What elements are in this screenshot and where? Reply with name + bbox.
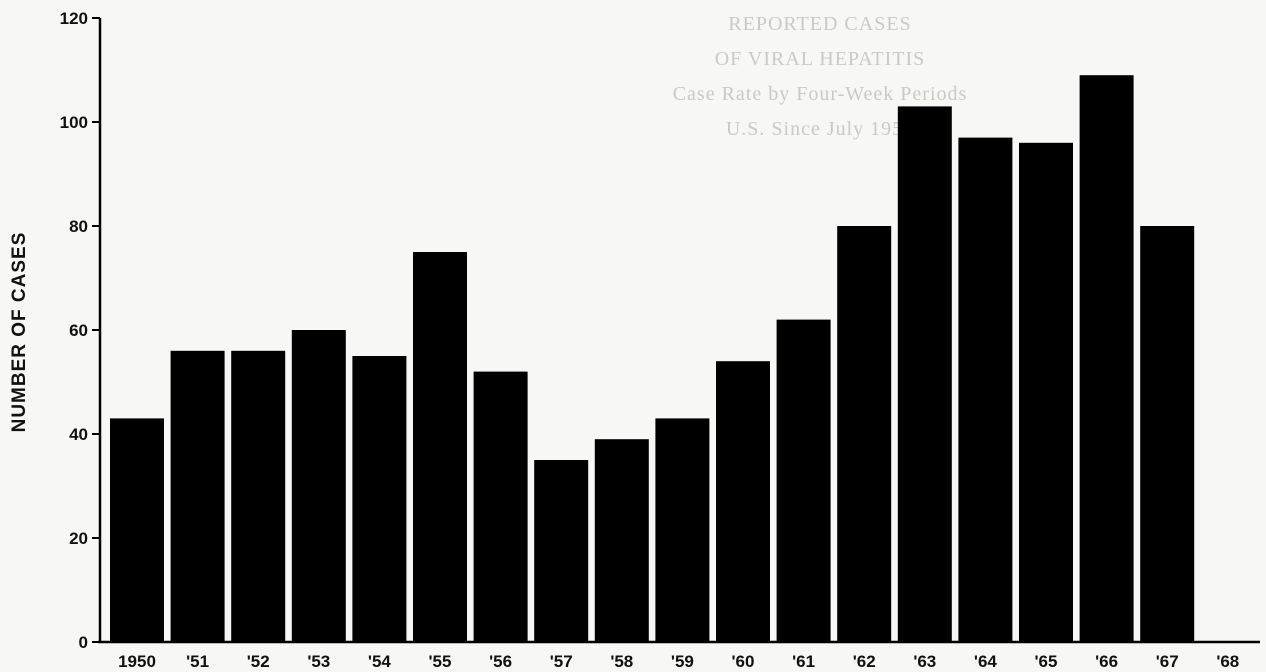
- bar: [231, 350, 286, 642]
- y-axis-label: NUMBER OF CASES: [9, 232, 30, 433]
- background-print: REPORTED CASES OF VIRAL HEPATITIS Case R…: [673, 13, 968, 140]
- background-text-line: Case Rate by Four-Week Periods: [673, 83, 968, 105]
- x-tick-label: '55: [429, 652, 452, 671]
- bar: [837, 226, 892, 642]
- y-tick-label: 40: [69, 425, 88, 444]
- bar: [1079, 75, 1134, 642]
- bar: [958, 137, 1013, 642]
- bar: [594, 439, 649, 642]
- x-tick-label: '56: [489, 652, 512, 671]
- y-tick-label: 20: [69, 529, 88, 548]
- x-tick-label: '63: [913, 652, 936, 671]
- y-tick-label: 100: [60, 113, 88, 132]
- x-tick-label: '67: [1156, 652, 1179, 671]
- x-tick-label: '62: [853, 652, 876, 671]
- x-tick-label: '58: [610, 652, 633, 671]
- bar: [1140, 226, 1195, 642]
- x-tick-label: '52: [247, 652, 270, 671]
- bar: [291, 330, 346, 642]
- x-tick-label: '61: [792, 652, 815, 671]
- bar: [110, 418, 164, 642]
- x-tick-label: '57: [550, 652, 573, 671]
- x-tick-label: '51: [186, 652, 209, 671]
- x-tick-label: '53: [307, 652, 330, 671]
- bar: [1019, 142, 1073, 643]
- bars-group: [110, 75, 1195, 643]
- y-tick-label: 60: [69, 321, 88, 340]
- bar: [716, 361, 770, 642]
- x-tick-label: '65: [1035, 652, 1058, 671]
- y-tick-label: 0: [79, 633, 88, 652]
- x-tick-label: '68: [1216, 652, 1239, 671]
- y-tick-label: 80: [69, 217, 88, 236]
- bar: [655, 418, 710, 642]
- bar: [413, 252, 467, 642]
- x-tick-label: '60: [732, 652, 755, 671]
- y-ticks-group: 0 20 40 60 80 100 120: [60, 9, 100, 652]
- background-text-line: OF VIRAL HEPATITIS: [715, 48, 926, 70]
- background-text-line: U.S. Since July 1952: [726, 118, 914, 140]
- x-tick-label: '66: [1095, 652, 1118, 671]
- background-text-line: REPORTED CASES: [728, 13, 911, 35]
- bar: [473, 371, 528, 642]
- x-tick-label: '54: [368, 652, 391, 671]
- bar: [776, 319, 831, 642]
- bar: [897, 106, 952, 642]
- x-tick-label: 1950: [118, 652, 156, 671]
- x-ticks-group: 1950 '51 '52 '53 '54 '55 '56 '57 '58 '59 '60 '61 '62…: [118, 652, 1239, 671]
- x-tick-label: '64: [974, 652, 997, 671]
- bar: [352, 356, 407, 642]
- y-tick-label: 120: [60, 9, 88, 28]
- x-tick-label: '59: [671, 652, 694, 671]
- bar: [534, 460, 589, 642]
- bar: [170, 350, 225, 642]
